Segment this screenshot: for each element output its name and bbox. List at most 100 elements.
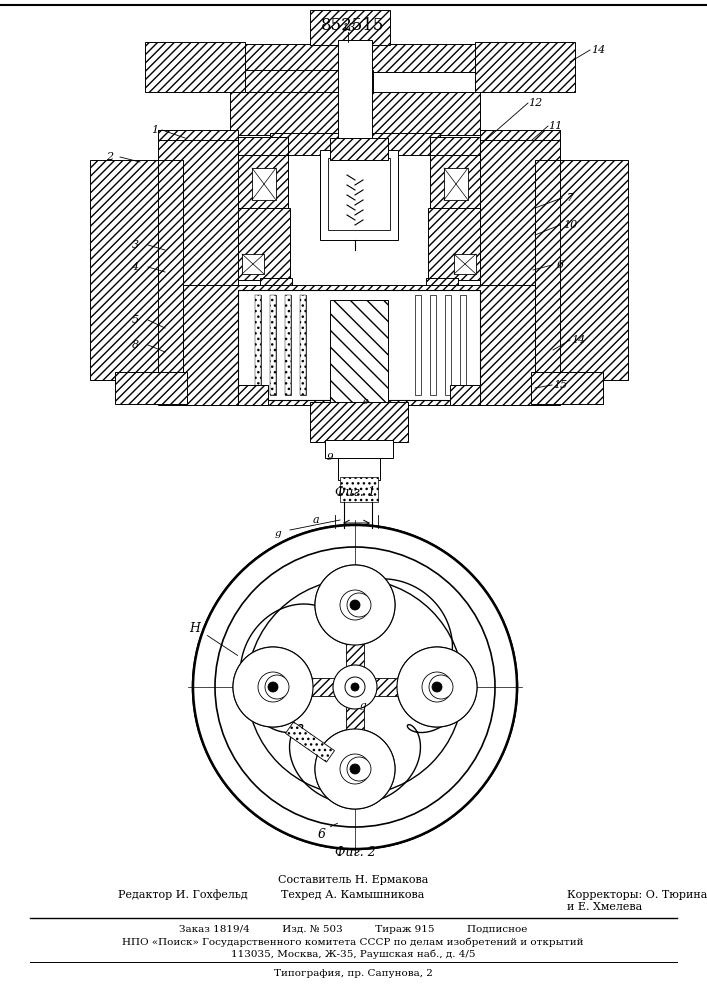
Bar	[450, 385, 480, 405]
Bar	[430, 137, 480, 155]
Bar	[90, 160, 165, 380]
Bar	[230, 92, 480, 135]
Bar	[270, 295, 276, 395]
Text: 1: 1	[151, 125, 158, 135]
Text: Заказ 1819/4          Изд. № 503          Тираж 915          Подписное: Заказ 1819/4 Изд. № 503 Тираж 915 Подпис…	[179, 926, 527, 934]
Circle shape	[350, 764, 360, 774]
Bar	[535, 160, 560, 380]
Text: 6: 6	[318, 828, 326, 842]
Text: 4: 4	[132, 262, 139, 272]
Bar	[115, 372, 187, 404]
Circle shape	[233, 647, 313, 727]
Bar	[158, 130, 238, 405]
Text: 6: 6	[556, 260, 563, 270]
Text: 852515: 852515	[321, 16, 385, 33]
Text: Типография, пр. Сапунова, 2: Типография, пр. Сапунова, 2	[274, 968, 433, 978]
Bar	[265, 678, 445, 696]
Circle shape	[340, 590, 370, 620]
Text: Фиг. 2: Фиг. 2	[334, 846, 375, 858]
Bar	[426, 278, 458, 308]
Bar	[328, 158, 390, 230]
Text: 11: 11	[548, 121, 562, 131]
Circle shape	[233, 647, 313, 727]
Bar	[553, 160, 628, 380]
Circle shape	[347, 593, 371, 617]
Bar	[300, 295, 306, 395]
Text: e: e	[362, 397, 368, 406]
Bar	[238, 208, 290, 280]
Text: 3: 3	[132, 240, 139, 250]
Bar	[338, 458, 380, 480]
Circle shape	[258, 672, 288, 702]
Text: Фиг. 1: Фиг. 1	[334, 486, 375, 498]
Bar	[480, 130, 560, 140]
Circle shape	[351, 683, 359, 691]
Bar	[428, 208, 480, 280]
Bar	[238, 290, 480, 400]
Circle shape	[347, 757, 371, 781]
Circle shape	[315, 565, 395, 645]
Bar	[145, 42, 245, 92]
Text: 14: 14	[571, 335, 585, 345]
Text: a: a	[312, 515, 320, 525]
Circle shape	[422, 672, 452, 702]
Text: НПО «Поиск» Государственного комитета СССР по делам изобретений и открытий: НПО «Поиск» Государственного комитета СС…	[122, 937, 584, 947]
Circle shape	[350, 600, 360, 610]
Bar	[460, 295, 466, 395]
Circle shape	[350, 764, 360, 774]
Bar	[255, 295, 261, 395]
Circle shape	[350, 600, 360, 610]
Bar	[430, 155, 480, 210]
Text: 13: 13	[341, 23, 355, 33]
Circle shape	[432, 682, 442, 692]
Text: и Е. Хмелева: и Е. Хмелева	[567, 902, 642, 912]
Text: 2: 2	[107, 152, 114, 162]
Circle shape	[333, 665, 377, 709]
Circle shape	[315, 729, 395, 809]
Circle shape	[268, 682, 278, 692]
Text: Редактор И. Гохфельд: Редактор И. Гохфельд	[118, 890, 247, 900]
Bar	[480, 130, 560, 405]
Text: g: g	[275, 528, 281, 538]
Bar	[243, 70, 373, 92]
Bar	[260, 278, 292, 308]
Text: 12: 12	[528, 98, 542, 108]
Bar	[430, 295, 436, 395]
Bar	[270, 133, 440, 155]
Circle shape	[340, 754, 370, 784]
Text: 15: 15	[553, 380, 567, 390]
Bar	[330, 300, 388, 405]
Circle shape	[340, 590, 370, 620]
Bar	[475, 42, 575, 92]
Circle shape	[193, 525, 517, 849]
Circle shape	[268, 682, 278, 692]
Bar	[344, 139, 366, 155]
Bar	[175, 44, 565, 72]
Bar	[325, 440, 393, 458]
Polygon shape	[286, 722, 334, 762]
Bar	[158, 160, 183, 380]
Circle shape	[432, 682, 442, 692]
Circle shape	[350, 600, 360, 610]
Circle shape	[397, 647, 477, 727]
Bar	[338, 40, 372, 140]
Circle shape	[315, 729, 395, 809]
Bar	[300, 295, 306, 395]
Circle shape	[397, 647, 477, 727]
Text: 113035, Москва, Ж-35, Раушская наб., д. 4/5: 113035, Москва, Ж-35, Раушская наб., д. …	[230, 949, 475, 959]
Circle shape	[432, 682, 442, 692]
Text: Техред А. Камышникова: Техред А. Камышникова	[281, 890, 425, 900]
Circle shape	[268, 682, 278, 692]
Circle shape	[258, 672, 288, 702]
Bar	[238, 137, 288, 155]
Bar	[320, 150, 398, 240]
Text: 10: 10	[563, 220, 577, 230]
Bar	[340, 477, 378, 502]
Text: Корректоры: О. Тюрина: Корректоры: О. Тюрина	[567, 890, 707, 900]
Text: g: g	[360, 700, 366, 710]
Bar	[285, 295, 291, 395]
Bar	[454, 254, 476, 274]
Circle shape	[350, 764, 360, 774]
Bar	[445, 295, 451, 395]
Text: 8: 8	[132, 340, 139, 350]
